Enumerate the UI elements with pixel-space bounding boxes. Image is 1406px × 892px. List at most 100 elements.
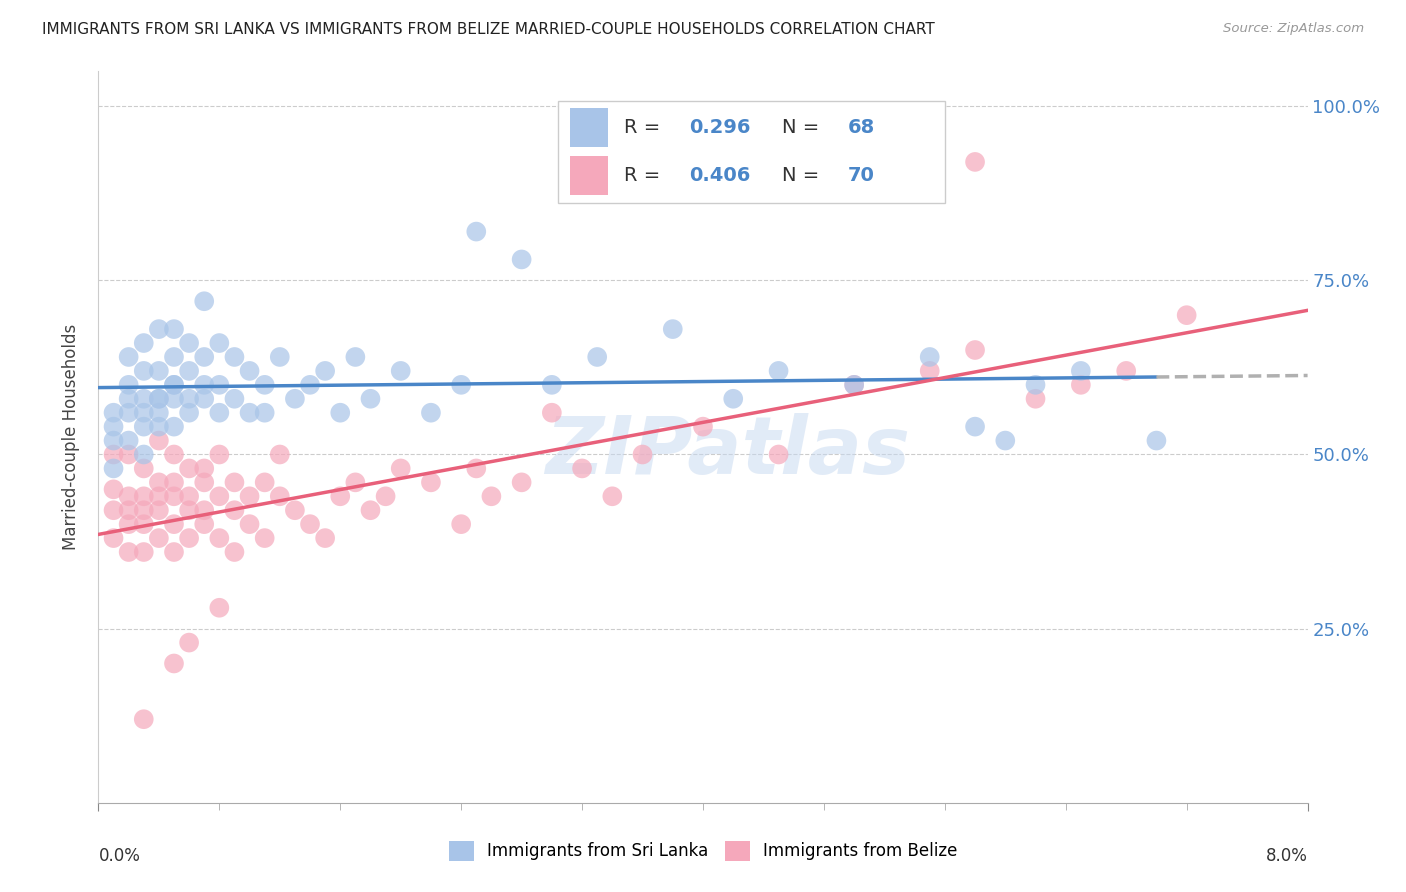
Point <box>103 448 125 462</box>
Point <box>179 461 201 475</box>
Point <box>163 448 186 462</box>
Point <box>389 364 412 378</box>
Point <box>193 350 215 364</box>
Point <box>148 475 170 490</box>
Point <box>360 392 382 406</box>
Point <box>148 406 170 420</box>
Point <box>179 531 201 545</box>
Point <box>918 350 941 364</box>
Point <box>118 392 141 406</box>
Point <box>132 419 155 434</box>
Point <box>723 392 745 406</box>
Point <box>132 448 155 462</box>
Point <box>208 600 231 615</box>
Point <box>132 545 155 559</box>
Point <box>163 475 186 490</box>
Point <box>118 350 141 364</box>
Point <box>253 406 276 420</box>
Point <box>450 517 472 532</box>
Point <box>179 392 201 406</box>
Point <box>193 377 215 392</box>
Point <box>510 475 533 490</box>
Point <box>844 377 866 392</box>
Point <box>1025 392 1047 406</box>
Point <box>118 406 141 420</box>
Point <box>1070 364 1092 378</box>
Text: 0.0%: 0.0% <box>98 847 141 864</box>
Point <box>465 461 488 475</box>
Text: ZIPatlas: ZIPatlas <box>544 413 910 491</box>
Point <box>148 364 170 378</box>
Point <box>253 475 276 490</box>
Point <box>163 419 186 434</box>
Point <box>224 475 246 490</box>
Point <box>1115 364 1137 378</box>
Point <box>179 364 201 378</box>
Point <box>148 392 170 406</box>
Point <box>148 489 170 503</box>
Point <box>374 489 396 503</box>
Point <box>193 475 215 490</box>
Point <box>179 406 201 420</box>
Point <box>224 350 246 364</box>
Point <box>132 461 155 475</box>
Point <box>253 531 276 545</box>
Point <box>163 322 186 336</box>
Point <box>163 392 186 406</box>
Point <box>314 364 336 378</box>
Point <box>224 503 246 517</box>
Point <box>768 448 790 462</box>
Point <box>661 322 683 336</box>
Point <box>118 517 141 532</box>
Point <box>132 503 155 517</box>
Point <box>768 364 790 378</box>
Point <box>239 364 262 378</box>
Point <box>224 545 246 559</box>
Point <box>179 489 201 503</box>
Point <box>631 448 654 462</box>
Point <box>1025 377 1047 392</box>
Point <box>239 406 262 420</box>
Point <box>148 392 170 406</box>
Point <box>193 294 215 309</box>
Point <box>163 377 186 392</box>
Point <box>193 392 215 406</box>
Point <box>1175 308 1198 322</box>
Point <box>994 434 1017 448</box>
Point <box>179 635 201 649</box>
Point <box>132 392 155 406</box>
Point <box>510 252 533 267</box>
Point <box>208 377 231 392</box>
Point <box>965 155 987 169</box>
Point <box>103 531 125 545</box>
Point <box>163 489 186 503</box>
Point <box>465 225 488 239</box>
Point <box>103 483 125 497</box>
Point <box>389 461 412 475</box>
Point <box>208 448 231 462</box>
Point <box>103 503 125 517</box>
Point <box>481 489 503 503</box>
Point <box>284 392 307 406</box>
Point <box>132 364 155 378</box>
Point <box>269 350 291 364</box>
Point <box>118 448 141 462</box>
Point <box>329 489 352 503</box>
Point <box>148 419 170 434</box>
Point <box>571 461 593 475</box>
Point <box>208 406 231 420</box>
Point <box>965 343 987 357</box>
Point <box>163 350 186 364</box>
Point <box>1070 377 1092 392</box>
Text: 8.0%: 8.0% <box>1265 847 1308 864</box>
Y-axis label: Married-couple Households: Married-couple Households <box>62 324 80 550</box>
Point <box>344 475 367 490</box>
Point <box>118 434 141 448</box>
Point <box>163 517 186 532</box>
Point <box>844 377 866 392</box>
Point <box>179 336 201 351</box>
Point <box>179 503 201 517</box>
Point <box>239 517 262 532</box>
Point <box>420 475 443 490</box>
Point <box>299 377 322 392</box>
